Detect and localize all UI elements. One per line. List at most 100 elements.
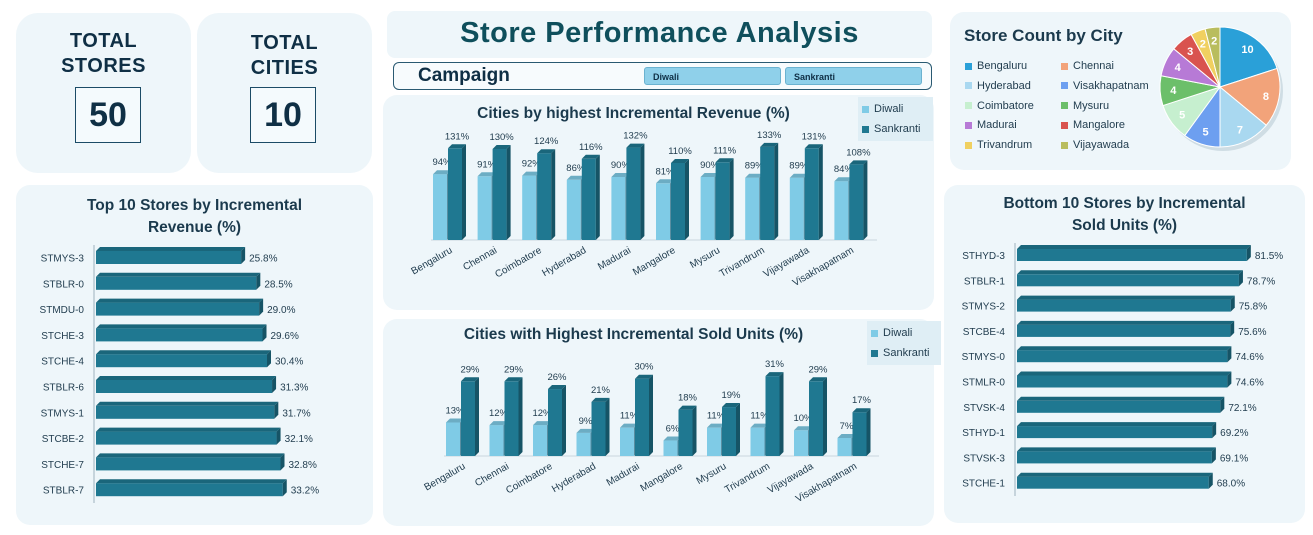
bar-sankranti-top [504,377,523,382]
value-label-diwali: 89% [745,161,765,172]
bar-sankranti [809,381,823,456]
bar-sankranti-side [736,403,740,456]
bar-sankranti [626,147,641,240]
bar-sankranti [671,163,685,240]
value-label-sankranti: 131% [445,131,470,142]
value-label-sankranti: 30% [634,362,654,373]
store-bar [96,483,283,497]
value-label-diwali: 90% [700,160,720,171]
value-label-diwali: 9% [579,416,593,427]
city-tick-label: Hyderabad [550,461,598,495]
store-bar [96,328,263,342]
bar-sankranti-side [551,149,556,240]
store-bar-side [1220,396,1225,413]
bar-diwali-top [663,436,682,441]
pie-slice-hyderabad [1219,85,1267,148]
bar-sankranti-top [715,158,734,163]
store-bar [1017,350,1228,363]
store-value-label: 74.6% [1235,378,1263,389]
pie-legend-label: Bengaluru [977,60,1028,72]
bar-sankranti-side [692,405,697,456]
bar-sankranti-top [581,154,600,159]
store-tick-label: STCBE-4 [963,327,1006,338]
store-tick-label: STMYS-3 [41,254,85,265]
bar-diwali-top [446,418,464,423]
value-label-diwali: 11% [620,411,639,422]
bar-sankranti [581,158,596,240]
bar-diwali-top [837,433,856,438]
store-value-label: 78.7% [1247,276,1275,287]
campaign-option-diwali[interactable]: Diwali [644,67,781,85]
campaign-option-sankranti[interactable]: Sankranti [785,67,922,85]
revenue-title: Cities by highest Incremental Revenue (%… [477,105,790,122]
bar-diwali-top [834,177,853,182]
value-label-sankranti: 111% [713,145,736,156]
bar-sankranti-top [852,408,871,413]
store-bar-side [1212,422,1217,439]
value-label-sankranti: 21% [591,385,611,396]
pie-legend-item: Hyderabad [965,80,1031,92]
store-bar [96,302,260,316]
store-bar-side [241,247,246,264]
store-bar-side [256,272,261,290]
bar-diwali [477,176,492,240]
store-value-label: 68.0% [1217,479,1245,490]
bar-sankranti-side [779,372,784,456]
dashboard-header: Store Performance Analysis [387,11,932,58]
bar-sankranti-top [678,405,697,410]
bar-sankranti-top [461,377,479,382]
top10-title: Top 10 Stores by Incremental Revenue (%) [16,195,373,239]
store-bar [96,354,267,368]
value-label-sankranti: 116% [579,142,603,153]
bar-sankranti-side [506,145,511,240]
pie-legend-label: Visakhapatnam [1073,79,1149,92]
bar-diwali-top [700,173,719,177]
value-label-sankranti: 19% [721,390,741,401]
pie-value-label: 8 [1263,91,1269,103]
store-value-label: 75.6% [1238,327,1266,338]
store-bar-top [1017,320,1235,325]
store-value-label: 74.6% [1235,352,1263,363]
bar-sankranti-side [818,144,823,240]
bar-diwali [789,177,804,240]
store-tick-label: STCHE-1 [962,479,1005,490]
store-bar-top [1017,295,1235,300]
store-bar-top [96,401,279,406]
city-tick-label: Mangalore [639,461,686,494]
value-label-diwali: 94% [432,157,452,168]
value-label-diwali: 6% [666,424,680,435]
city-tick-label: Coimbatore [504,461,555,497]
bar-diwali [620,427,634,456]
legend-sankranti: Sankranti [883,347,930,359]
city-tick-label: Mysuru [688,245,722,271]
store-bar-top [96,298,264,303]
store-tick-label: STBLR-1 [964,276,1006,287]
store-tick-label: STBLR-0 [43,279,85,290]
store-value-label: 81.5% [1255,251,1283,262]
store-bar-top [1017,396,1225,401]
value-label-diwali: 89% [789,161,809,172]
store-tick-label: STVSK-4 [963,403,1005,414]
bar-sankranti-top [626,143,645,148]
store-value-label: 30.4% [275,357,303,368]
store-value-label: 32.8% [289,460,317,471]
bar-sankranti [635,378,649,456]
store-bar-top [1017,371,1232,376]
store-bar-side [272,376,277,393]
value-label-sankranti: 133% [757,130,782,141]
store-value-label: 29.0% [267,305,295,316]
bar-diwali [707,427,721,456]
pie-legend-label: Trivandrum [977,139,1033,152]
store-tick-label: STMDU-0 [40,305,85,316]
pie-legend-swatch [965,82,972,90]
store-value-label: 28.5% [264,279,292,290]
city-tick-label: Mysuru [695,461,729,487]
bar-diwali-top [566,175,585,180]
store-bar [96,251,242,264]
pie-legend-swatch [1061,121,1068,129]
city-tick-label: Mangalore [631,245,678,278]
bar-diwali-top [789,173,808,178]
pie-legend-swatch [1061,102,1068,110]
total-stores-title-line2: STORES [61,55,146,77]
city-tick-label: Chennai [461,245,499,273]
